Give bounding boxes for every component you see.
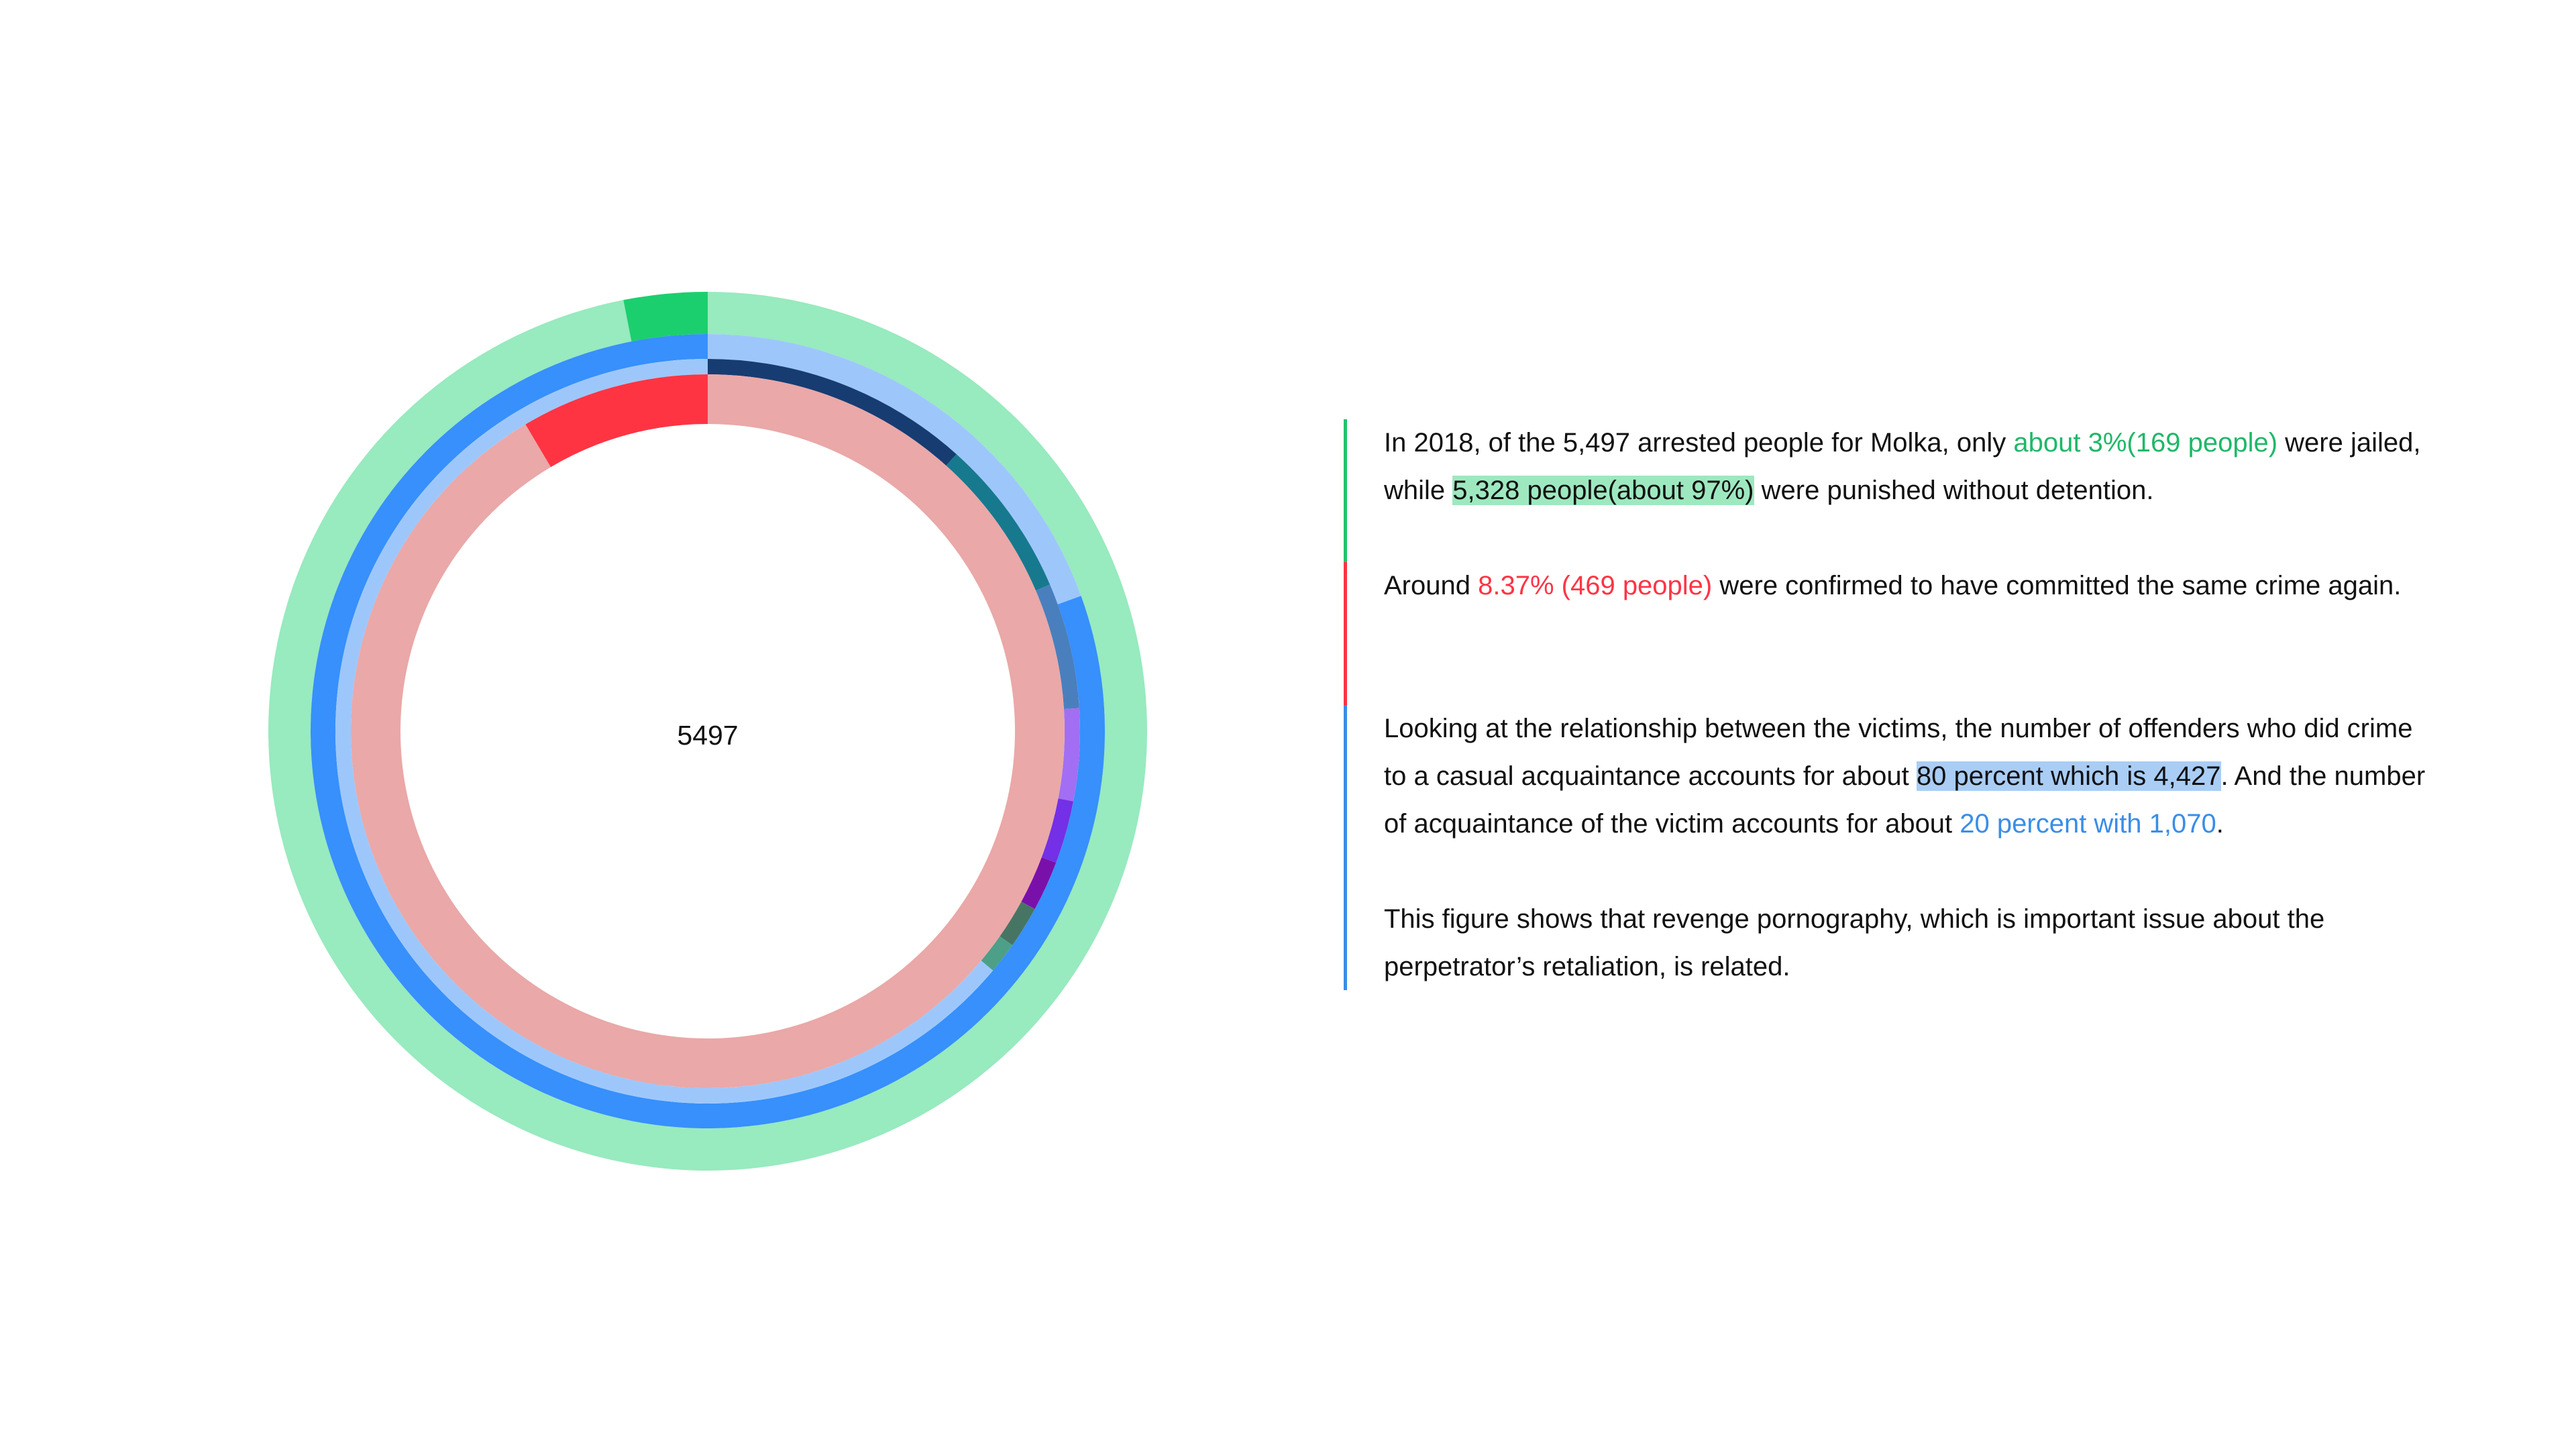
note-repeat-accent-bar xyxy=(1344,562,1347,705)
note-relationship-text-3: . xyxy=(2216,809,2224,839)
ring-3-segment-5 xyxy=(1041,798,1074,863)
note-relationship-text-2: . And the number of acquaintance of the … xyxy=(1384,761,2426,839)
ring-3-segment-3 xyxy=(1035,584,1079,710)
ring-1-segment-2 xyxy=(623,292,708,342)
note-repeat: Around 8.37% (469 people) were confirmed… xyxy=(1344,562,2430,705)
notes-panel: In 2018, of the 5,497 arrested people fo… xyxy=(1344,419,2430,990)
ring-4-segment-2 xyxy=(525,374,708,468)
note-relationship-highlight-casual: 80 percent which is 4,427 xyxy=(1916,761,2221,791)
note-relationship: Looking at the relationship between the … xyxy=(1344,705,2430,990)
ring-3-segment-9 xyxy=(335,359,994,1104)
note-repeat-text-2: were confirmed to have committed the sam… xyxy=(1712,571,2402,600)
ring-3-segment-4 xyxy=(1058,708,1081,802)
ring-2-segment-1 xyxy=(708,334,1081,604)
note-relationship-accent-bar xyxy=(1344,705,1347,990)
center-total-label: 5497 xyxy=(677,720,738,751)
note-relationship-spacer xyxy=(1384,848,2430,896)
note-jailed: In 2018, of the 5,497 arrested people fo… xyxy=(1344,419,2430,562)
note-jailed-text: In 2018, of the 5,497 arrested people fo… xyxy=(1384,419,2430,515)
ring-3-segment-8 xyxy=(981,936,1013,971)
note-relationship-highlight-acquaintance: 20 percent with 1,070 xyxy=(1960,809,2216,839)
note-repeat-text: Around 8.37% (469 people) were confirmed… xyxy=(1384,562,2430,610)
note-jailed-text-2: were jailed, while xyxy=(1384,428,2421,505)
note-jailed-accent-bar xyxy=(1344,419,1347,562)
ring-3-segment-7 xyxy=(1000,902,1035,946)
note-repeat-highlight: 8.37% (469 people) xyxy=(1478,571,1713,600)
ring-3-segment-6 xyxy=(1021,857,1057,910)
donut-rings xyxy=(268,292,1147,1171)
note-relationship-text-1: Looking at the relationship between the … xyxy=(1384,714,2413,791)
ring-3-segment-2 xyxy=(946,453,1051,591)
note-revenge-text: This figure shows that revenge pornograp… xyxy=(1384,904,2325,981)
ring-3-segment-1 xyxy=(708,359,957,466)
note-relationship-text: Looking at the relationship between the … xyxy=(1384,705,2430,848)
note-jailed-text-1: In 2018, of the 5,497 arrested people fo… xyxy=(1384,428,2014,458)
note-jailed-highlight-jailed: about 3%(169 people) xyxy=(2013,428,2278,458)
note-jailed-text-3: were punished without detention. xyxy=(1754,476,2154,505)
note-jailed-highlight-not-detained: 5,328 people(about 97%) xyxy=(1452,476,1754,505)
note-repeat-text-1: Around xyxy=(1384,571,1479,600)
